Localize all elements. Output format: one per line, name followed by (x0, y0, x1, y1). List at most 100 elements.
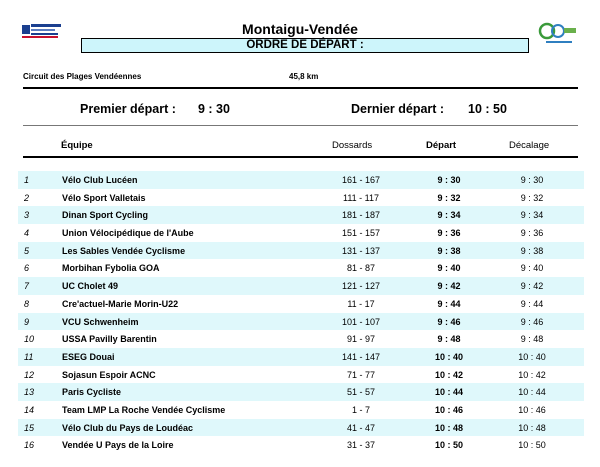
row-gap: 10 : 48 (518, 422, 546, 433)
federation-logo-icon (22, 22, 62, 40)
table-row: 14 Team LMP La Roche Vendée Cyclisme 1 -… (18, 401, 584, 419)
row-bibs: 161 - 167 (341, 175, 381, 185)
row-team: Vélo Sport Valletais (62, 192, 146, 203)
row-gap: 9 : 48 (520, 334, 544, 345)
divider (23, 156, 578, 158)
row-bibs: 81 - 87 (346, 263, 376, 274)
row-rank: 10 (24, 334, 35, 345)
table-row: 8 Cre'actuel-Marie Morin-U22 11 - 17 9 :… (18, 295, 584, 313)
row-gap: 9 : 42 (520, 281, 544, 292)
column-header-bibs: Dossards (332, 140, 373, 151)
row-gap: 9 : 32 (520, 192, 544, 203)
row-rank: 11 (24, 351, 34, 362)
row-bibs: 141 - 147 (341, 351, 381, 362)
table-row: 6 Morbihan Fybolia GOA 81 - 87 9 : 40 9 … (18, 259, 584, 277)
circuit-distance: 45,8 km (289, 72, 319, 81)
row-start: 9 : 44 (437, 298, 461, 309)
row-gap: 10 : 42 (518, 369, 546, 380)
row-team: UC Cholet 49 (62, 281, 119, 292)
row-start: 9 : 30 (437, 175, 461, 185)
row-start: 9 : 46 (437, 316, 461, 327)
circuit-name: Circuit des Plages Vendéennes (23, 72, 142, 81)
row-rank: 13 (24, 387, 35, 398)
row-rank: 12 (24, 369, 35, 380)
row-bibs: 151 - 157 (341, 228, 381, 239)
row-bibs: 1 - 7 (351, 404, 370, 415)
row-bibs: 41 - 47 (346, 422, 376, 433)
row-bibs: 91 - 97 (346, 334, 376, 345)
column-header-team: Équipe (61, 140, 93, 151)
table-row: 16 Vendée U Pays de la Loire 31 - 37 10 … (18, 436, 584, 454)
table-row: 12 Sojasun Espoir ACNC 71 - 77 10 : 42 1… (18, 366, 584, 384)
row-rank: 5 (24, 245, 30, 256)
row-bibs: 121 - 127 (341, 281, 381, 292)
row-gap: 9 : 30 (520, 175, 544, 185)
row-rank: 9 (24, 316, 30, 327)
row-bibs: 31 - 37 (346, 440, 376, 451)
column-header-start: Départ (426, 140, 457, 151)
row-bibs: 131 - 137 (341, 245, 381, 256)
row-start: 10 : 44 (434, 387, 464, 398)
table-row: 4 Union Vélocipédique de l'Aube 151 - 15… (18, 224, 584, 242)
row-start: 9 : 36 (437, 228, 461, 239)
row-bibs: 71 - 77 (346, 369, 376, 380)
row-start: 10 : 42 (434, 369, 464, 380)
row-start: 9 : 38 (437, 245, 461, 256)
row-team: Les Sables Vendée Cyclisme (62, 245, 186, 256)
club-logo-icon (538, 20, 578, 46)
row-rank: 7 (24, 281, 30, 292)
start-order-table: 1 Vélo Club Lucéen 161 - 167 9 : 30 9 : … (18, 171, 584, 454)
row-team: Morbihan Fybolia GOA (62, 263, 160, 274)
row-start: 9 : 32 (437, 192, 461, 203)
row-gap: 9 : 38 (520, 245, 544, 256)
row-rank: 4 (24, 228, 30, 239)
row-team: Dinan Sport Cycling (62, 210, 149, 221)
row-rank: 2 (24, 192, 30, 203)
last-departure-time: 10 : 50 (468, 102, 507, 116)
row-gap: 10 : 44 (518, 387, 546, 398)
page-subtitle: ORDRE DE DÉPART : (81, 38, 529, 53)
row-start: 10 : 40 (434, 351, 464, 362)
row-rank: 8 (24, 298, 30, 309)
row-start: 9 : 42 (437, 281, 461, 292)
row-rank: 15 (24, 422, 35, 433)
row-gap: 9 : 36 (520, 228, 544, 239)
table-row: 10 USSA Pavilly Barentin 91 - 97 9 : 48 … (18, 330, 584, 348)
table-row: 9 VCU Schwenheim 101 - 107 9 : 46 9 : 46 (18, 312, 584, 331)
row-team: Team LMP La Roche Vendée Cyclisme (62, 404, 226, 415)
table-row: 5 Les Sables Vendée Cyclisme 131 - 137 9… (18, 241, 584, 260)
row-gap: 9 : 46 (520, 316, 544, 327)
row-rank: 1 (24, 175, 30, 185)
column-header-gap: Décalage (509, 140, 550, 151)
row-bibs: 11 - 17 (347, 298, 375, 309)
row-team: Vélo Club du Pays de Loudéac (62, 422, 194, 433)
row-gap: 10 : 40 (518, 351, 546, 362)
row-team: Vendée U Pays de la Loire (62, 440, 174, 451)
first-departure-label: Premier départ : (80, 102, 176, 116)
row-start: 10 : 46 (434, 404, 464, 415)
row-team: Union Vélocipédique de l'Aube (62, 228, 194, 239)
row-team: Cre'actuel-Marie Morin-U22 (62, 298, 179, 309)
row-gap: 10 : 46 (518, 404, 546, 415)
divider (23, 87, 578, 89)
row-team: Paris Cycliste (62, 387, 122, 398)
row-rank: 6 (24, 263, 30, 274)
last-departure-label: Dernier départ : (351, 102, 445, 116)
table-row: 3 Dinan Sport Cycling 181 - 187 9 : 34 9… (18, 206, 584, 225)
row-rank: 3 (24, 210, 30, 221)
row-bibs: 101 - 107 (341, 316, 381, 327)
row-gap: 9 : 40 (520, 263, 544, 274)
row-team: Vélo Club Lucéen (62, 175, 138, 185)
table-row: 7 UC Cholet 49 121 - 127 9 : 42 9 : 42 (18, 277, 584, 295)
first-departure-time: 9 : 30 (198, 102, 230, 116)
row-bibs: 181 - 187 (341, 210, 381, 221)
page-title: Montaigu-Vendée (242, 21, 358, 37)
table-row: 11 ESEG Douai 141 - 147 10 : 40 10 : 40 (18, 347, 584, 366)
row-team: VCU Schwenheim (62, 316, 139, 327)
table-row: 13 Paris Cycliste 51 - 57 10 : 44 10 : 4… (18, 383, 584, 401)
row-start: 9 : 34 (437, 210, 461, 221)
table-row: 15 Vélo Club du Pays de Loudéac 41 - 47 … (18, 418, 584, 437)
row-gap: 9 : 34 (520, 210, 544, 221)
divider (23, 125, 578, 126)
row-rank: 14 (24, 404, 35, 415)
